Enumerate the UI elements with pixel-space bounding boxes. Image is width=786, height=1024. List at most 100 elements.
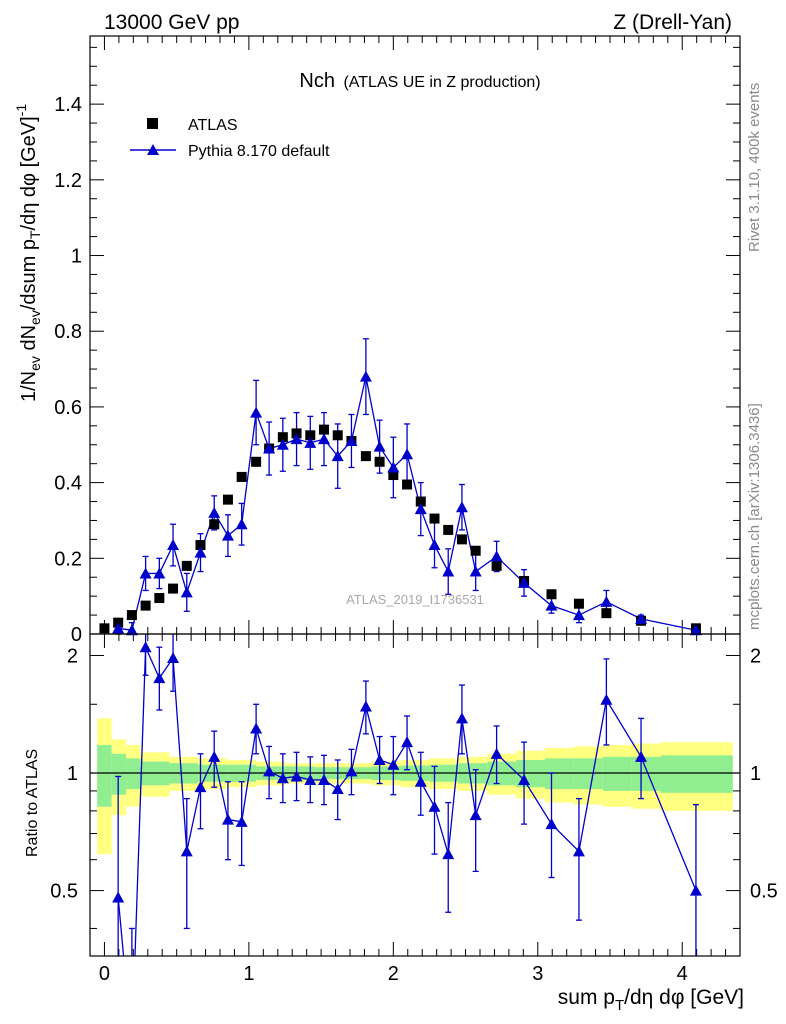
bottom-ytick-label-right: 2	[750, 645, 761, 667]
pythia-point	[635, 612, 648, 624]
pythia-point	[414, 503, 427, 515]
ratio-point	[208, 750, 221, 762]
atlas-point	[415, 496, 426, 507]
ratio-point	[112, 891, 125, 903]
bottom-ytick-label-right: 0.5	[750, 881, 778, 903]
pythia-point	[442, 565, 455, 577]
ratio-point	[401, 736, 414, 748]
rivet-version-note: Rivet 3.1.10, 400k events	[746, 83, 763, 252]
pythia-point	[545, 599, 558, 611]
ratio-point	[221, 813, 234, 825]
green-band-segment	[602, 756, 632, 791]
pythia-point	[345, 434, 358, 446]
atlas-point	[222, 494, 233, 505]
legend-pythia-marker	[147, 144, 159, 155]
atlas-point	[277, 432, 288, 443]
top-ytick-label: 1	[71, 246, 82, 268]
top-ytick-label: 0.2	[54, 548, 82, 570]
plot-title: Nch (ATLAS UE in Z production)	[299, 70, 540, 92]
pythia-point	[250, 406, 263, 418]
title-main: Nch	[299, 70, 335, 92]
top-y-axis-label: 1/Nev dNev/dsum pT/dη dφ [GeV]-1	[13, 104, 43, 402]
pythia-point	[359, 370, 372, 382]
atlas-point	[181, 560, 192, 571]
bottom-xtick-label: 3	[532, 963, 543, 985]
ratio-point	[455, 712, 468, 724]
ratio-point	[414, 775, 427, 787]
pythia-point	[401, 448, 414, 460]
green-band-segment	[126, 758, 141, 790]
ratio-point	[276, 772, 289, 784]
bottom-ytick-label: 1	[67, 763, 78, 785]
bottom-ytick-label-right: 1	[750, 763, 761, 785]
ratio-point	[304, 773, 317, 785]
top-ytick-label: 0.6	[54, 397, 82, 419]
ratio-point	[194, 781, 207, 793]
pythia-point	[572, 609, 585, 621]
atlas-point	[491, 560, 502, 571]
header-left: 13000 GeV pp	[104, 11, 239, 34]
ratio-point	[153, 672, 166, 684]
ratio-point	[235, 815, 248, 827]
atlas-point	[332, 430, 343, 441]
ratio-point	[545, 818, 558, 830]
pythia-point	[387, 461, 400, 473]
atlas-point	[126, 610, 137, 621]
legend-atlas-label: ATLAS	[188, 117, 238, 134]
bottom-xtick-label: 0	[99, 963, 110, 985]
pythia-point	[208, 506, 221, 518]
ratio-point	[689, 884, 702, 896]
mcplots-note: mcplots.cern.ch [arXiv:1306.3436]	[746, 403, 763, 630]
legend-atlas-marker	[147, 118, 158, 129]
bottom-ytick-label: 2	[67, 645, 78, 667]
ratio-uncertainty-bands	[97, 718, 733, 855]
atlas-point	[546, 589, 557, 600]
atlas-point	[251, 456, 262, 467]
pythia-point	[263, 442, 276, 454]
pythia-point	[600, 595, 613, 607]
ratio-point	[359, 700, 372, 712]
analysis-watermark: ATLAS_2019_I1736531	[346, 592, 484, 607]
pythia-point	[167, 539, 180, 551]
atlas-point	[209, 519, 220, 530]
ratio-point	[180, 845, 193, 857]
pythia-point	[180, 586, 193, 598]
atlas-point	[154, 593, 165, 604]
top-ytick-label: 0.4	[54, 473, 82, 495]
green-band-segment	[97, 744, 112, 807]
pythia-point	[304, 436, 317, 448]
top-ytick-label: 0	[71, 624, 82, 646]
atlas-point	[402, 479, 413, 490]
ratio-point	[345, 765, 358, 777]
green-band-segment	[573, 758, 603, 790]
bottom-panel-ticks: 0 1 2 3 4 0.5 0.5 1 1 2 2	[50, 634, 778, 985]
green-band-segment	[660, 755, 733, 793]
pythia-point	[112, 622, 125, 634]
top-ytick-label: 1.4	[54, 94, 82, 116]
pythia-point	[490, 550, 503, 562]
atlas-point	[195, 540, 206, 551]
top-panel-series	[99, 338, 702, 636]
atlas-point	[374, 456, 385, 467]
ratio-point	[442, 848, 455, 860]
x-axis-label: sum pT/dη dφ [GeV]	[558, 986, 744, 1014]
top-ytick-label: 1.2	[54, 170, 82, 192]
atlas-point	[319, 424, 329, 435]
ratio-point	[250, 722, 263, 734]
pythia-point	[373, 440, 386, 452]
bottom-xtick-label: 1	[243, 963, 254, 985]
ratio-point	[167, 652, 180, 664]
pythia-point	[455, 501, 468, 513]
header-right: Z (Drell-Yan)	[613, 11, 732, 34]
ratio-point	[600, 693, 613, 705]
ratio-point	[572, 845, 585, 857]
pythia-point	[153, 567, 166, 579]
title-sub: (ATLAS UE in Z production)	[343, 74, 540, 91]
pythia-point	[221, 529, 234, 541]
pythia-point	[290, 433, 303, 445]
atlas-point	[305, 430, 316, 441]
bottom-panel-series	[112, 634, 702, 956]
pythia-point	[235, 518, 248, 530]
bottom-xtick-label: 4	[677, 963, 688, 985]
